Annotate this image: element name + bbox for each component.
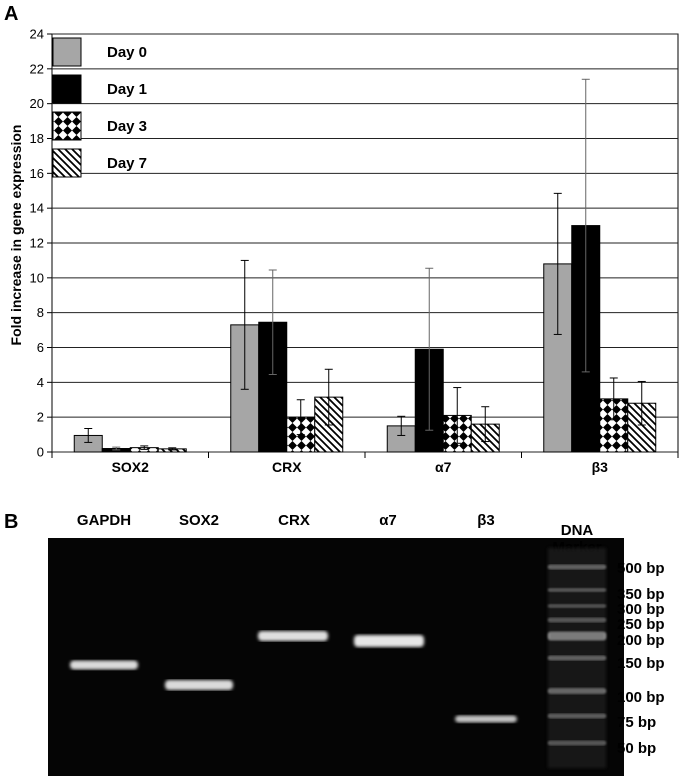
- y-tick-label: 10: [30, 270, 44, 285]
- bp-label: 50 bp: [617, 740, 656, 757]
- y-tick-label: 6: [37, 340, 44, 355]
- legend-entry: Day 7: [107, 155, 147, 172]
- gel-lane-label: GAPDH: [77, 512, 131, 529]
- gel-band: [258, 631, 328, 641]
- gel-bands: [70, 631, 517, 723]
- marker-ladder: [548, 548, 606, 768]
- y-tick-label: 0: [37, 445, 44, 460]
- legend-entry: Day 1: [107, 81, 147, 98]
- y-tick-label: 18: [30, 131, 44, 146]
- y-tick-label: 14: [30, 201, 44, 216]
- category-label: SOX2: [112, 459, 150, 475]
- bp-label: 500 bp: [617, 560, 665, 577]
- gel-lane-label: β3: [477, 512, 495, 529]
- bp-label: 250 bp: [617, 616, 665, 633]
- category-labels: SOX2 CRX α7 β3: [112, 459, 609, 475]
- legend-swatch: [52, 74, 82, 104]
- y-tick-label: 12: [30, 236, 44, 251]
- y-tick-label: 20: [30, 96, 44, 111]
- error-bars: [84, 78, 646, 451]
- gel-band: [165, 680, 233, 690]
- bp-label: 100 bp: [617, 689, 665, 706]
- marker-label-line-1: DNA: [561, 522, 594, 539]
- panel-b-label: B: [4, 511, 18, 533]
- marker-smear: [548, 548, 606, 768]
- gel-lane-label: CRX: [278, 512, 310, 529]
- bp-label: 75 bp: [617, 714, 656, 731]
- bars: [73, 225, 657, 453]
- bp-label: 200 bp: [617, 632, 665, 649]
- legend-swatch: [52, 37, 82, 67]
- y-tick-label: 22: [30, 61, 44, 76]
- category-label: β3: [592, 459, 609, 475]
- bp-label: 150 bp: [617, 655, 665, 672]
- gel-band: [455, 715, 517, 723]
- gel-lane-label: α7: [379, 512, 397, 529]
- gel-band: [354, 635, 424, 647]
- legend-swatch: [52, 148, 82, 178]
- category-label: α7: [435, 459, 452, 475]
- gel-lane-label: SOX2: [179, 512, 219, 529]
- y-tick-label: 2: [37, 410, 44, 425]
- bp-label: 300 bp: [617, 601, 665, 618]
- y-tick-label: 24: [30, 27, 44, 42]
- y-tick-label: 8: [37, 305, 44, 320]
- category-label: CRX: [272, 459, 302, 475]
- gel-background: [48, 538, 624, 776]
- legend-entry: Day 0: [107, 44, 147, 61]
- legend-entry: Day 3: [107, 118, 147, 135]
- legend-swatch: [52, 111, 82, 141]
- bp-label: 350 bp: [617, 586, 665, 603]
- panel-a-label: A: [4, 3, 18, 25]
- y-axis-label: Fold increase in gene expression: [8, 125, 24, 346]
- legend: Day 0 Day 1 Day 3 Day 7: [52, 37, 147, 178]
- gel-lane-labels: GAPDH SOX2 CRX α7 β3: [77, 512, 495, 529]
- gel-band: [70, 660, 138, 670]
- y-tick-label: 16: [30, 166, 44, 181]
- y-tick-label: 4: [37, 375, 44, 390]
